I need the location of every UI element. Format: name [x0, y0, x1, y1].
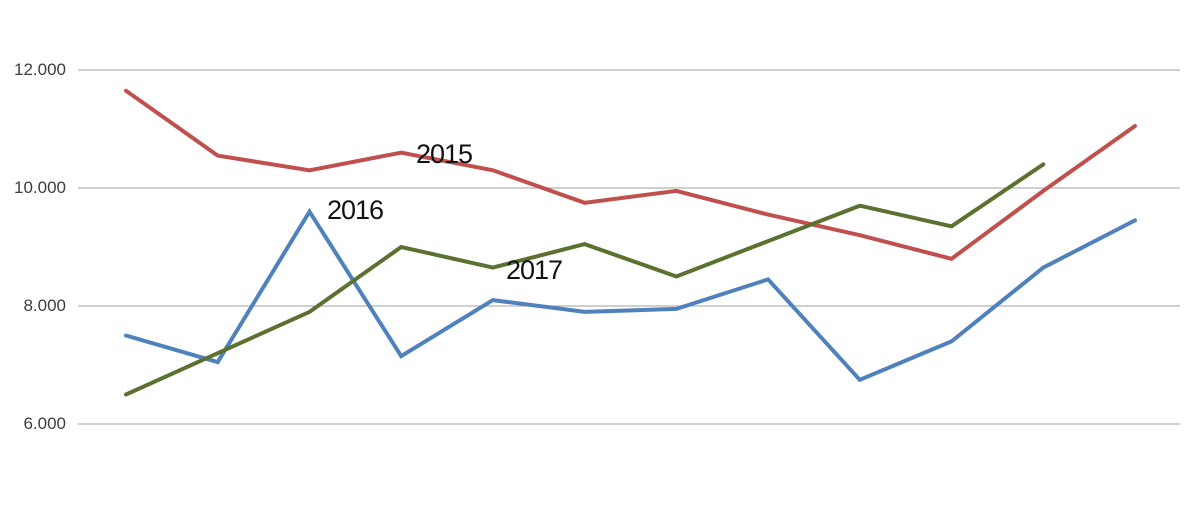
series-label-2015: 2015: [416, 139, 473, 169]
y-tick-label-10.000: 10.000: [14, 178, 66, 197]
y-tick-label-12.000: 12.000: [14, 60, 66, 79]
series-line-2017: [124, 162, 1046, 397]
series-line-2016: [124, 207, 1137, 383]
series-label-2017: 2017: [506, 255, 563, 285]
gridlines: [78, 69, 1180, 425]
series-line-2015: [124, 88, 1137, 261]
y-tick-label-8.000: 8.000: [23, 296, 66, 315]
y-tick-label-6.000: 6.000: [23, 414, 66, 433]
series-label-2016: 2016: [327, 195, 384, 225]
